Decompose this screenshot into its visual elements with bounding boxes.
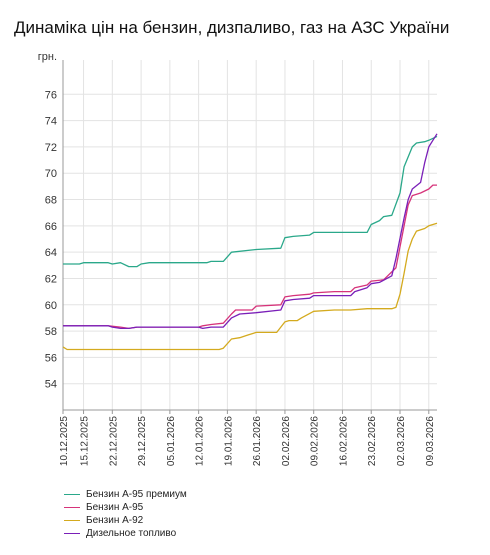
y-tick-label: 54 (45, 379, 57, 391)
legend-swatch (64, 533, 80, 534)
y-tick-label: 74 (45, 116, 57, 128)
chart-title: Динаміка цін на бензин, дизпаливо, газ н… (14, 18, 450, 37)
series-line-1 (63, 135, 438, 268)
x-tick-label: 05.01.2026 (166, 416, 177, 466)
legend-label: Бензин А-95 премиум (86, 489, 187, 500)
chart-legend: Бензин А-95 премиум Бензин А-95 Бензин А-9… (64, 488, 187, 540)
legend-swatch (64, 494, 80, 495)
y-tick-label: 60 (45, 300, 57, 312)
y-tick-label: 56 (45, 352, 57, 364)
y-tick-label: 66 (45, 221, 57, 233)
x-tick-label: 09.02.2026 (310, 416, 321, 466)
x-tick-label: 02.03.2026 (396, 416, 407, 466)
legend-swatch (64, 520, 80, 521)
y-tick-label: 72 (45, 142, 57, 154)
y-axis-label: грн. (38, 51, 57, 63)
x-tick-label: 26.01.2026 (252, 416, 263, 466)
y-tick-label: 62 (45, 273, 57, 285)
x-tick-label: 10.12.2025 (59, 416, 70, 466)
x-tick-label: 29.12.2025 (137, 416, 148, 466)
legend-item: Дизельное топливо (64, 527, 187, 540)
x-tick-label: 22.12.2025 (108, 416, 119, 466)
series-line-3 (62, 222, 438, 351)
x-tick-label: 09.03.2026 (425, 416, 436, 466)
y-tick-label: 64 (45, 247, 57, 259)
legend-item: Бензин А-95 (64, 501, 187, 514)
legend-label: Бензин А-95 (86, 502, 144, 513)
y-tick-label: 68 (45, 195, 57, 207)
legend-item: Бензин А-92 (64, 514, 187, 527)
y-tick-label: 76 (45, 89, 57, 101)
x-tick-label: 23.02.2026 (367, 416, 378, 466)
y-tick-label: 70 (45, 168, 57, 180)
legend-label: Дизельное топливо (86, 528, 177, 539)
legend-swatch (64, 507, 80, 508)
x-tick-label: 19.01.2026 (223, 416, 234, 466)
x-tick-label: 02.02.2026 (281, 416, 292, 466)
series-line-4 (63, 133, 438, 330)
legend-item: Бензин А-95 премиум (64, 488, 187, 501)
y-tick-label: 58 (45, 326, 57, 338)
legend-label: Бензин А-92 (86, 515, 144, 526)
x-tick-label: 12.01.2026 (195, 416, 206, 466)
x-tick-label: 15.12.2025 (80, 416, 91, 466)
series-line-2 (63, 184, 437, 330)
x-tick-label: 16.02.2026 (338, 416, 349, 466)
